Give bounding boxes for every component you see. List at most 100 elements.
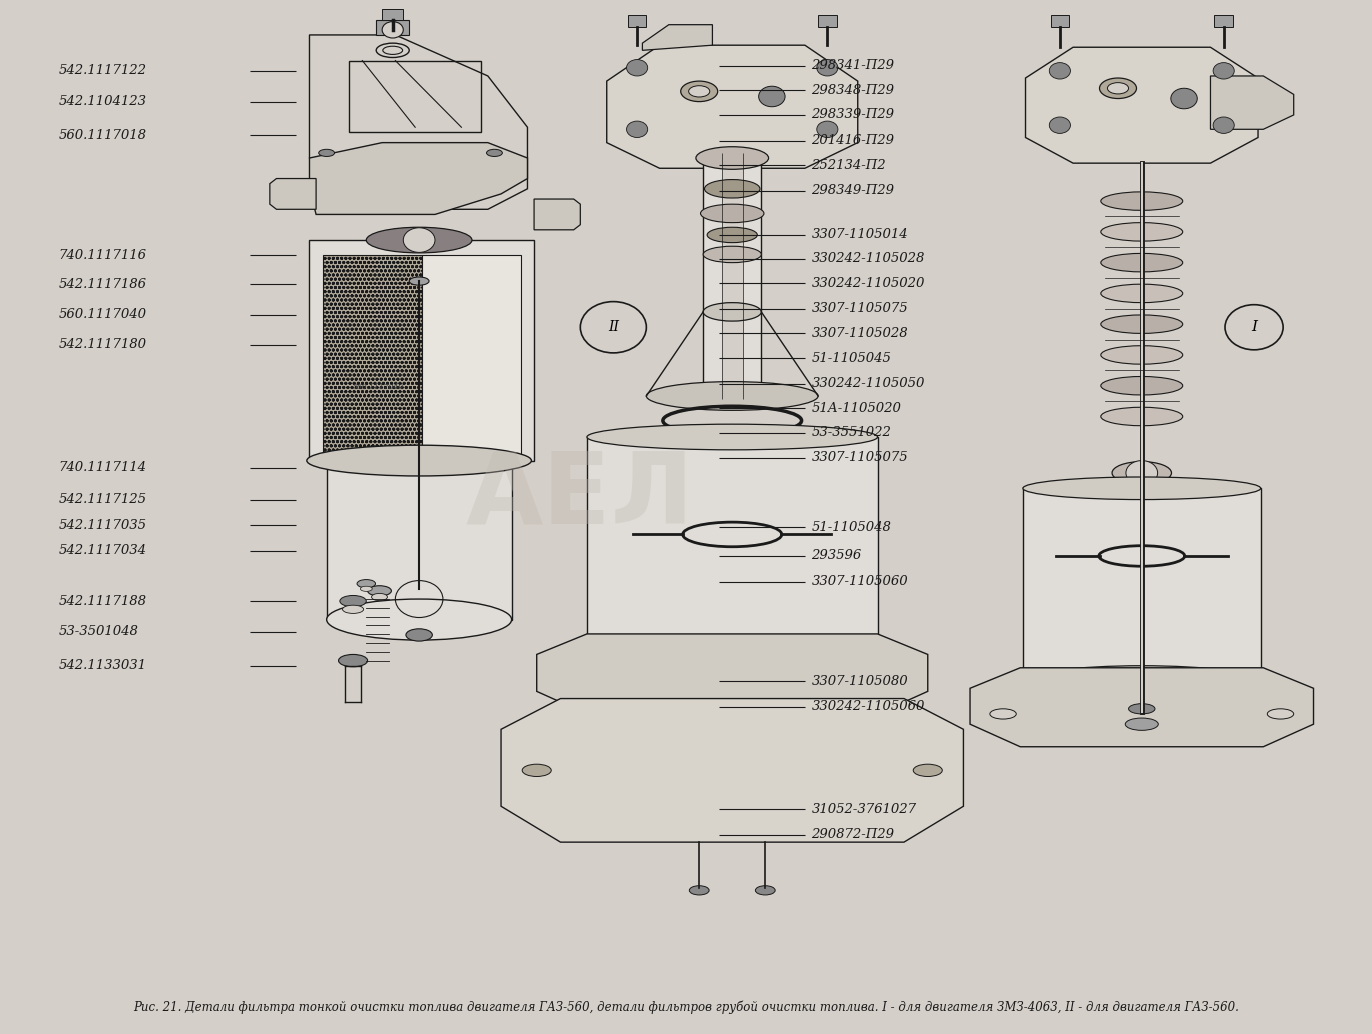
Ellipse shape [307,446,531,476]
Ellipse shape [1100,253,1183,272]
Circle shape [1213,117,1235,133]
Bar [818,16,837,27]
Ellipse shape [989,708,1017,719]
Text: 3307-1105075: 3307-1105075 [811,451,908,464]
Ellipse shape [1024,666,1261,697]
Ellipse shape [372,594,387,601]
Text: 53-3551022: 53-3551022 [811,426,892,439]
Text: 293596: 293596 [811,549,862,562]
Ellipse shape [1100,345,1183,364]
Ellipse shape [914,764,943,777]
Ellipse shape [1100,376,1183,395]
Text: 51-1105048: 51-1105048 [811,521,892,534]
Text: II: II [608,321,619,334]
Polygon shape [536,634,927,713]
Text: 298348-П29: 298348-П29 [811,84,895,97]
Text: 3307-1105060: 3307-1105060 [811,575,908,588]
Ellipse shape [696,147,768,170]
Circle shape [383,22,403,38]
Circle shape [759,86,785,107]
Text: 330242-1105020: 330242-1105020 [811,277,925,290]
Bar [628,16,646,27]
Bar [310,240,534,460]
Bar [322,255,421,455]
Circle shape [1213,63,1235,79]
Ellipse shape [1100,284,1183,303]
Polygon shape [310,143,527,214]
Circle shape [1126,460,1158,485]
Ellipse shape [681,81,718,101]
Ellipse shape [487,149,502,156]
Text: 298341-П29: 298341-П29 [811,59,895,72]
Bar [376,20,409,35]
Ellipse shape [701,204,764,222]
Circle shape [627,121,648,138]
Bar [722,153,742,399]
Text: АЕЛ: АЕЛ [466,448,694,545]
Ellipse shape [357,580,376,587]
Text: 31052-3761027: 31052-3761027 [811,802,916,816]
Bar [704,153,761,399]
Text: 542.1104123: 542.1104123 [59,95,147,109]
Text: 53-3501048: 53-3501048 [59,626,139,638]
Ellipse shape [339,655,368,667]
Ellipse shape [587,636,878,669]
Ellipse shape [340,596,366,607]
Text: 330242-1105028: 330242-1105028 [811,252,925,265]
Text: 3307-1105075: 3307-1105075 [811,302,908,315]
Text: 542.1117180: 542.1117180 [59,338,147,352]
Polygon shape [270,179,316,209]
Ellipse shape [1107,83,1129,94]
Text: 3307-1105014: 3307-1105014 [811,229,908,242]
Ellipse shape [1100,407,1183,426]
Text: 740.1117116: 740.1117116 [59,249,147,262]
Text: 740.1117114: 740.1117114 [59,461,147,475]
Text: 560.1117018: 560.1117018 [59,129,147,142]
Ellipse shape [704,180,760,199]
Bar [1024,488,1261,681]
Bar [348,61,482,132]
Circle shape [1170,88,1198,109]
Ellipse shape [1099,78,1136,98]
Ellipse shape [523,764,552,777]
Text: 298349-П29: 298349-П29 [811,184,895,197]
Ellipse shape [327,599,512,640]
Text: 330242-1105050: 330242-1105050 [811,377,925,390]
Text: I: I [1251,321,1257,334]
Circle shape [816,60,838,75]
Text: 290872-П29: 290872-П29 [811,828,895,842]
Text: 560.1117040: 560.1117040 [353,383,405,391]
Ellipse shape [361,586,372,591]
Ellipse shape [646,382,818,410]
Ellipse shape [704,246,761,263]
Polygon shape [1025,48,1258,163]
Text: 3307-1105080: 3307-1105080 [811,674,908,688]
Ellipse shape [1100,192,1183,210]
Text: 542.1117188: 542.1117188 [59,595,147,608]
Text: 542.1117035: 542.1117035 [59,519,147,531]
Ellipse shape [1024,477,1261,499]
Ellipse shape [587,424,878,450]
Circle shape [816,121,838,138]
Ellipse shape [368,585,391,596]
Ellipse shape [689,886,709,895]
Circle shape [627,60,648,75]
Ellipse shape [1100,315,1183,333]
Bar [1051,16,1069,27]
Circle shape [1050,117,1070,133]
Bar [383,9,403,20]
Ellipse shape [756,886,775,895]
Polygon shape [606,45,858,169]
Ellipse shape [1113,461,1172,484]
Ellipse shape [1125,718,1158,730]
Text: 542.1117125: 542.1117125 [59,493,147,506]
Text: 542.1133031: 542.1133031 [59,660,147,672]
Text: 542.1117034: 542.1117034 [59,544,147,557]
Bar [1214,16,1233,27]
Text: 51А-1105020: 51А-1105020 [811,402,901,415]
Polygon shape [1210,75,1294,129]
Text: 51-1105045: 51-1105045 [811,352,892,365]
Polygon shape [534,199,580,230]
Bar [327,460,512,619]
Ellipse shape [704,303,761,322]
